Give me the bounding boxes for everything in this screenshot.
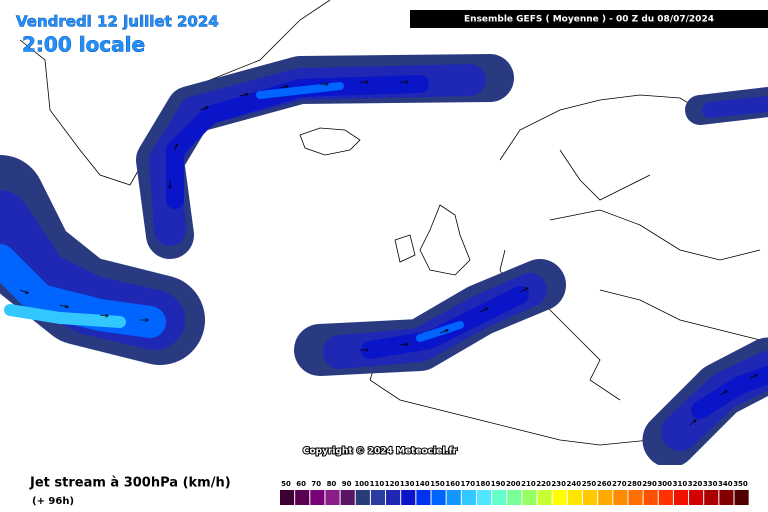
legend-label: 270 xyxy=(612,480,627,488)
jet-atlantic xyxy=(136,54,514,259)
legend-label: 60 xyxy=(296,480,306,488)
legend-swatch xyxy=(325,490,340,505)
legend-label: 280 xyxy=(627,480,642,488)
header-bar xyxy=(410,10,768,28)
legend-label: 190 xyxy=(491,480,506,488)
wind-arrows xyxy=(19,82,757,426)
legend-swatch xyxy=(583,490,598,505)
jet-west xyxy=(0,155,205,365)
legend-swatch xyxy=(552,490,567,505)
legend-label: 80 xyxy=(327,480,337,488)
legend-label: 130 xyxy=(400,480,415,488)
legend-swatch xyxy=(507,490,522,505)
legend-label: 100 xyxy=(354,480,369,488)
legend-swatch xyxy=(370,490,386,505)
legend-swatch xyxy=(492,490,507,505)
copyright: Copyright © 2024 Meteociel.fr xyxy=(303,447,458,457)
legend-label: 230 xyxy=(551,480,566,488)
legend-label: 50 xyxy=(281,480,291,488)
legend-swatch xyxy=(658,490,673,505)
legend-swatch xyxy=(567,490,582,505)
legend-swatch xyxy=(386,490,401,505)
legend-swatch xyxy=(537,490,552,505)
legend-label: 310 xyxy=(673,480,688,488)
legend-label: 70 xyxy=(311,480,321,488)
legend-label: 150 xyxy=(430,480,445,488)
legend-swatch xyxy=(355,490,370,505)
legend-swatch xyxy=(401,490,416,505)
legend-swatch xyxy=(598,490,613,505)
legend-label: 340 xyxy=(718,480,733,488)
legend-swatch xyxy=(295,490,310,505)
legend-label: 90 xyxy=(342,480,352,488)
legend-swatch xyxy=(628,490,643,505)
legend-swatch xyxy=(310,490,325,505)
legend-label: 240 xyxy=(567,480,582,488)
legend-label: 210 xyxy=(521,480,536,488)
legend-swatch xyxy=(613,490,628,505)
legend-swatch xyxy=(280,490,295,505)
legend-swatch xyxy=(431,490,446,505)
legend-label: 110 xyxy=(370,480,385,488)
legend-label: 330 xyxy=(703,480,718,488)
legend-label: 170 xyxy=(460,480,475,488)
legend-label: 290 xyxy=(642,480,657,488)
legend-swatch xyxy=(340,490,355,505)
parameter: Jet stream à 300hPa (km/h) xyxy=(29,476,231,491)
legend-swatch xyxy=(643,490,658,505)
legend-swatch xyxy=(446,490,461,505)
legend-label: 350 xyxy=(733,480,748,488)
legend-swatch xyxy=(704,490,719,505)
legend-label: 320 xyxy=(688,480,703,488)
legend-label: 220 xyxy=(536,480,551,488)
legend-label: 260 xyxy=(597,480,612,488)
legend-label: 250 xyxy=(582,480,597,488)
legend-label: 300 xyxy=(657,480,672,488)
jet-europe xyxy=(294,259,566,376)
legend-label: 180 xyxy=(476,480,491,488)
legend-label: 200 xyxy=(506,480,521,488)
legend-label: 140 xyxy=(415,480,430,488)
jet-east xyxy=(642,87,768,468)
time-title: 2:00 locale xyxy=(22,33,145,57)
jet-streams xyxy=(0,54,768,468)
date-title: Vendredi 12 juillet 2024 xyxy=(16,13,219,31)
legend-swatch xyxy=(673,490,689,505)
legend-swatch xyxy=(734,490,749,505)
legend-label: 160 xyxy=(445,480,460,488)
model-header: Ensemble GEFS ( Moyenne ) - 00 Z du 08/0… xyxy=(464,15,714,25)
legend-swatch xyxy=(416,490,431,505)
lead-time: (+ 96h) xyxy=(32,496,74,507)
legend-swatch xyxy=(476,490,492,505)
legend-label: 120 xyxy=(385,480,400,488)
legend-swatch xyxy=(689,490,704,505)
legend-swatch xyxy=(461,490,476,505)
legend-swatch xyxy=(719,490,734,505)
legend: 50 60 70 80 90 100 110 120 130 140 150 160 170 180 190… xyxy=(280,480,749,505)
legend-swatch xyxy=(522,490,537,505)
